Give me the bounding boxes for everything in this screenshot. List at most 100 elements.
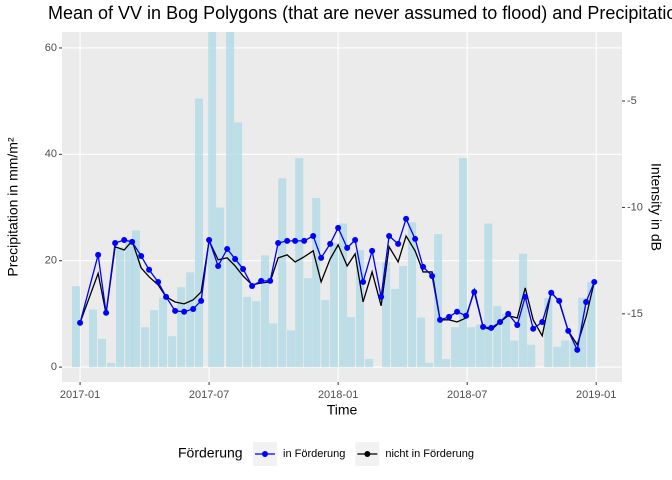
point [360,278,367,285]
y-tick-label: 20 [45,255,57,267]
bar [434,234,443,368]
legend-label: nicht in Förderung [385,448,474,460]
bar [269,323,278,368]
bar [159,297,168,368]
y2-axis-title: Intensity in dB [648,163,664,251]
point [437,316,444,323]
bar [347,317,356,368]
x-tick-label: 2018-01 [318,389,358,401]
point [522,293,529,300]
bar [365,359,374,368]
point [344,244,351,251]
point [77,319,84,326]
bar [587,282,596,368]
bar [467,327,476,368]
point [446,313,453,320]
bar [304,278,313,368]
point [591,278,598,285]
bar [177,287,186,368]
point [530,325,537,332]
x-tick-label: 2019-01 [576,389,616,401]
point [378,293,385,300]
legend-label: in Förderung [283,448,345,460]
bar [226,32,235,368]
point [412,235,419,242]
legend-title: Förderung [178,445,243,461]
point [310,232,317,239]
point [181,308,188,315]
bar [544,297,553,368]
bar [98,338,106,368]
bar [186,272,195,368]
point [395,240,402,247]
point [386,232,393,239]
point [454,308,461,315]
point [163,293,170,300]
bar [287,330,296,368]
plot-area [62,32,622,382]
bar [295,158,304,368]
bar [88,309,97,368]
bar [510,340,519,368]
bar [261,255,270,368]
bar [216,207,225,368]
y-tick-label: 40 [45,148,57,160]
point [249,282,256,289]
bar [330,243,339,368]
bar [493,305,502,368]
legend-point [364,451,371,457]
point [369,247,376,254]
point [95,251,102,258]
point [327,240,334,247]
point [556,297,563,304]
point [258,277,265,284]
point [206,236,213,243]
bar [519,253,528,368]
bar [417,317,426,368]
bar [442,359,451,368]
point [275,239,282,246]
bar [356,250,365,368]
point [240,265,247,272]
point [172,307,179,314]
point [215,262,222,269]
bar [321,300,330,368]
bar [141,327,150,368]
point [267,277,274,284]
bar [408,222,417,368]
y2-tick-label: -5 [627,95,637,107]
point [224,245,231,252]
point [232,255,239,262]
bar [502,313,511,368]
bar [476,324,485,368]
bar [194,98,203,368]
point [284,237,291,244]
point [514,321,521,328]
point [471,288,478,295]
y-tick-label: 0 [51,361,57,373]
bar [527,344,536,368]
bar [234,122,243,368]
bar [243,296,252,368]
point [420,263,427,270]
x-axis-title: Time [327,402,358,418]
point [463,312,470,319]
bar [71,286,80,368]
point [352,236,359,243]
bar [125,239,134,368]
point [318,254,325,261]
point [301,237,308,244]
bar [570,340,579,368]
point [497,318,504,325]
bar [312,197,321,368]
point [335,224,342,231]
y2-tick-label: -15 [627,308,643,320]
bar [451,327,460,368]
chart-title: Mean of VV in Bog Polygons (that are nev… [48,3,672,23]
bar [339,223,348,368]
point [565,327,572,334]
bar [399,266,408,368]
y2-tick-label: -10 [627,201,643,213]
bar [578,297,587,368]
bar [278,178,287,368]
